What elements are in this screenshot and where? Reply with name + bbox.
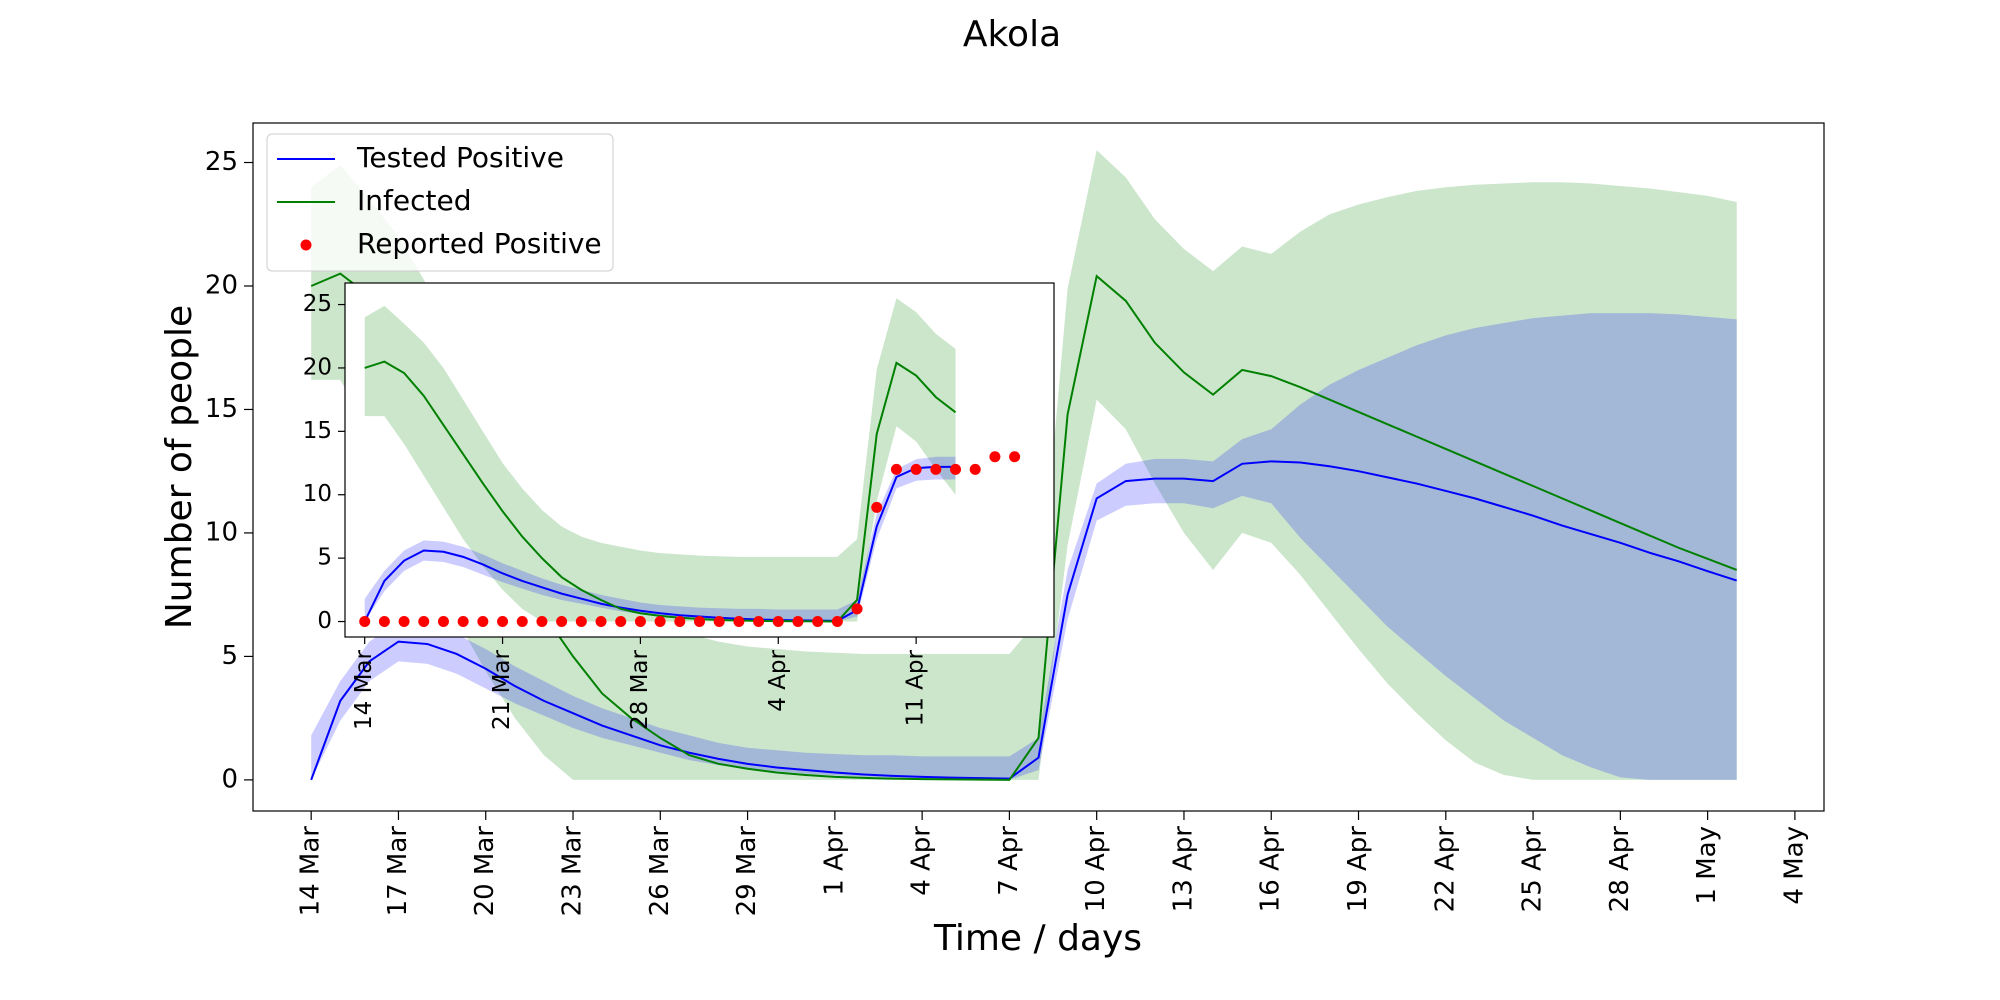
y-axis-label: Number of people — [159, 305, 200, 629]
x-tick-label: 25 Apr — [1518, 826, 1548, 913]
y-tick-label: 25 — [205, 147, 238, 177]
y-tick-label: 15 — [205, 394, 238, 424]
data-point — [772, 616, 784, 628]
data-point — [595, 616, 607, 628]
x-tick-label: 28 Apr — [1605, 826, 1635, 913]
x-tick-label: 26 Mar — [645, 826, 675, 917]
data-point — [516, 616, 528, 628]
x-tick-label: 4 Apr — [907, 826, 937, 896]
x-tick-label: 28 Mar — [627, 649, 653, 730]
data-point — [536, 616, 548, 628]
axes-frame — [344, 282, 1055, 638]
x-tick-label: 14 Mar — [296, 826, 326, 917]
y-tick-label: 0 — [221, 764, 238, 794]
data-point — [654, 616, 666, 628]
data-point — [930, 463, 942, 475]
y-tick-label: 5 — [317, 545, 332, 571]
data-point — [556, 616, 568, 628]
x-tick-label: 14 Mar — [351, 649, 377, 730]
data-point — [575, 616, 587, 628]
confidence-band — [311, 313, 1737, 780]
data-point — [753, 616, 765, 628]
x-tick-label: 29 Mar — [732, 826, 762, 917]
x-tick-label: 10 Apr — [1081, 826, 1111, 913]
x-tick-label: 4 Apr — [765, 649, 791, 711]
series-line — [364, 360, 957, 623]
data-point — [713, 616, 725, 628]
x-tick-label: 13 Apr — [1168, 826, 1198, 913]
y-tick-label: 20 — [205, 270, 238, 300]
axes-frame — [252, 122, 1825, 812]
confidence-band — [311, 150, 1737, 780]
chart-title: Akola — [963, 14, 1061, 55]
legend-box — [266, 133, 614, 272]
data-point — [969, 463, 981, 475]
x-tick-label: 7 Apr — [994, 826, 1024, 896]
y-tick-label: 5 — [221, 641, 238, 671]
data-point — [733, 616, 745, 628]
data-point — [792, 616, 804, 628]
x-tick-label: 23 Mar — [558, 826, 588, 917]
data-point — [457, 616, 469, 628]
data-point — [989, 451, 1001, 463]
x-tick-label: 20 Mar — [470, 826, 500, 917]
data-point — [950, 463, 962, 475]
data-point — [634, 616, 646, 628]
data-point — [910, 463, 922, 475]
y-tick-label: 25 — [303, 291, 332, 317]
confidence-band — [364, 298, 956, 622]
x-tick-label: 16 Apr — [1256, 826, 1286, 913]
y-tick-label: 10 — [303, 481, 332, 507]
data-point — [890, 463, 902, 475]
series-line — [310, 460, 1738, 781]
x-tick-label: 19 Apr — [1343, 826, 1373, 913]
legend-swatch — [300, 239, 312, 251]
data-point — [674, 616, 686, 628]
data-point — [378, 616, 390, 628]
data-point — [871, 501, 883, 513]
legend-label: Reported Positive — [357, 227, 602, 260]
x-tick-label: 4 May — [1779, 826, 1809, 905]
data-point — [831, 616, 843, 628]
x-axis-label: Time / days — [933, 918, 1142, 959]
data-point — [1009, 451, 1021, 463]
y-tick-label: 0 — [317, 608, 332, 634]
x-tick-label: 1 Apr — [819, 826, 849, 896]
data-point — [694, 616, 705, 628]
data-point — [437, 616, 449, 628]
confidence-band — [364, 456, 956, 622]
plot-background — [345, 283, 1054, 637]
x-tick-label: 17 Mar — [383, 826, 413, 917]
legend: Tested Positive Infected Reported Positive — [266, 133, 614, 272]
plot-area: 0 5 10 15 20 25 14 Mar 21 Mar 28 Mar 4 Apr 11 Apr — [303, 282, 1055, 730]
y-tick-label: 20 — [303, 354, 332, 380]
x-tick-label: 11 Apr — [903, 649, 929, 726]
data-point — [615, 616, 627, 628]
x-tick-label: 22 Apr — [1430, 826, 1460, 913]
data-point — [398, 616, 410, 628]
data-point — [418, 616, 430, 628]
x-tick-label: 1 May — [1692, 826, 1722, 905]
data-point — [851, 603, 863, 615]
data-point — [477, 616, 489, 628]
data-point — [359, 616, 371, 628]
data-point — [497, 616, 509, 628]
data-point — [812, 616, 824, 628]
y-tick-label: 10 — [205, 517, 238, 547]
legend-label: Infected — [357, 184, 471, 217]
x-tick-label: 21 Mar — [489, 649, 515, 730]
legend-label: Tested Positive — [356, 141, 564, 174]
y-tick-label: 15 — [303, 418, 332, 444]
